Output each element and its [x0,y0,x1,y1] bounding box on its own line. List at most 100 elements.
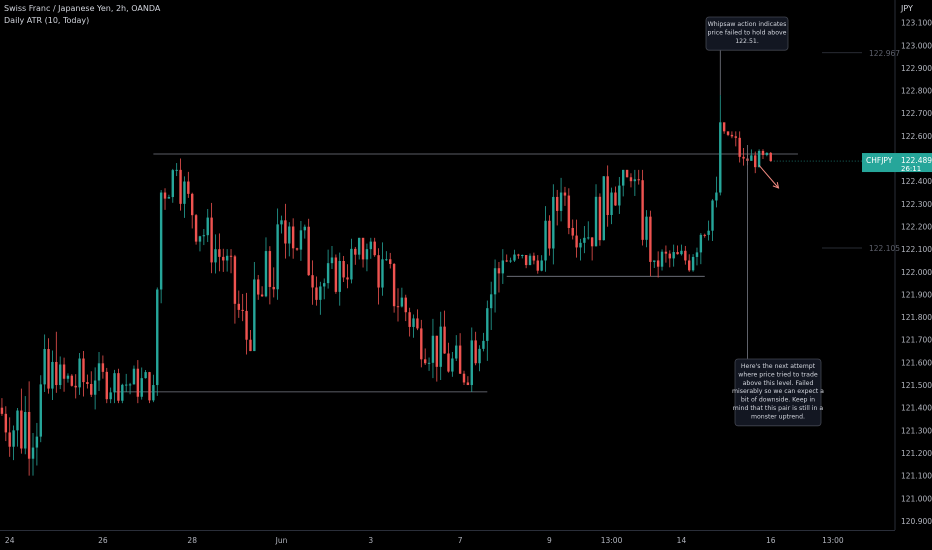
candle [373,237,376,257]
candle [408,307,411,337]
indicator-label: Daily ATR (10, Today) [4,16,90,25]
candle [175,163,178,177]
candle [610,187,613,225]
candle-body [109,392,112,400]
candle-body [373,241,376,256]
candle [369,237,373,259]
candle-body [606,176,609,215]
candle [253,261,256,352]
price-axis[interactable]: JPY 123.100 123.000 122.900 122.800 122.700 12… [862,0,932,530]
x-tick-label: 16 [766,536,776,545]
candle [590,237,594,261]
candle-body [567,195,571,228]
candle-body [505,260,508,262]
candle [656,251,660,278]
candle [719,95,722,196]
candle [93,367,97,410]
candle [649,210,652,277]
candle-body [338,261,341,292]
y-tick-label: 122.800 [901,87,932,96]
candle [493,259,497,313]
candle-body [8,432,11,447]
candle-body [765,152,769,155]
candle-body [738,137,741,157]
candle [12,425,15,461]
candle [474,331,477,366]
candle [555,189,559,226]
candle-body [113,373,116,393]
candle [606,165,609,227]
candle-body [97,363,101,381]
candle-body [664,251,668,254]
candle [482,332,485,352]
candle-body [602,176,605,241]
candle [198,235,202,252]
candle-body [385,259,388,261]
candle [97,351,101,392]
candle-body [350,248,353,280]
candle [587,221,590,240]
candle-body [148,372,151,401]
candle-body [295,248,299,250]
candle-body [420,328,423,360]
candle [431,318,435,379]
candle [222,248,225,272]
candle-body [179,169,182,204]
candle-body [509,260,512,262]
candle [513,249,516,262]
candle [711,199,714,242]
candle-body [633,179,637,182]
candle-body [24,411,27,449]
time-axis[interactable]: 24 26 28 Jun 3 7 9 13:00 14 16 13:00 [0,530,895,546]
candle-body [55,361,58,386]
annotation-text-line: mind that this pair is still in a [733,405,824,412]
candle-body [625,169,629,178]
candle-body [598,196,602,241]
candle [563,186,567,206]
candle [70,374,74,387]
candle [455,335,458,362]
candle [707,220,710,241]
candle-body [501,260,505,274]
candle [645,210,648,248]
candle [163,188,167,210]
candle-body [159,192,163,290]
instrument-title: Swiss Franc / Japanese Yen, 2h, OANDA [4,4,161,13]
candle [614,186,617,206]
candle-body [544,220,547,261]
candle [754,151,757,174]
candle-body [0,407,4,414]
candle-body [408,312,411,327]
candle [218,233,221,272]
y-tick-label: 122.200 [901,222,932,231]
candle-body [726,131,730,135]
candle [757,149,761,168]
candle-body [222,256,225,261]
candle-body [260,294,264,297]
candle-body [486,308,489,341]
candle [540,255,543,272]
candle-body [489,294,493,309]
candle [249,329,252,352]
candle-body [58,364,62,386]
candle-body [742,156,745,159]
candle [109,387,112,404]
candle [117,368,120,404]
candle [187,171,190,198]
candle [621,169,625,197]
candle-body [703,234,706,236]
candle-body [443,326,446,354]
candle [536,255,539,274]
candle [695,247,699,266]
candle [458,333,462,374]
candle-body [649,216,652,262]
candle-body [435,335,439,367]
candle-body [660,251,664,267]
candle-body [249,339,252,352]
candle [303,224,307,239]
candle [128,382,132,395]
candle-body [124,384,128,386]
